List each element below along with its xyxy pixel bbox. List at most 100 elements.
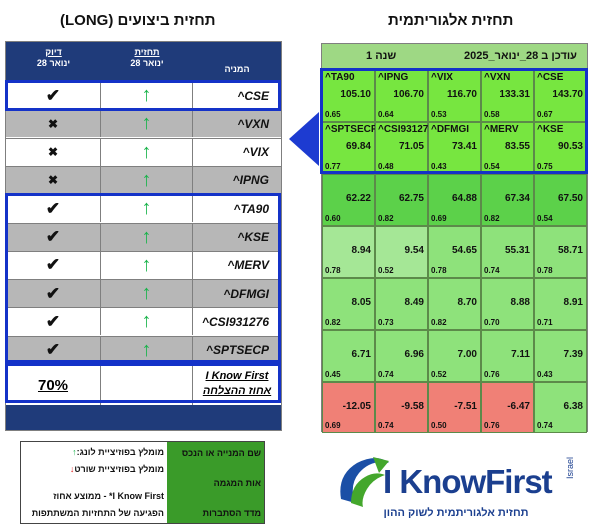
cell-probability: 0.69 bbox=[325, 421, 341, 430]
updated-label: עודכן ב 28_ינואר_2025 bbox=[464, 50, 577, 62]
check-icon: ✔ bbox=[6, 308, 101, 336]
cross-icon: ✖ bbox=[6, 166, 101, 194]
cell-probability: 0.74 bbox=[378, 370, 394, 379]
cell-ticker: ^CSI931276 bbox=[378, 124, 434, 135]
table-row: ✔ ↑ ^TA90 bbox=[6, 194, 281, 223]
grid-cell: 6.96 0.74 bbox=[375, 330, 428, 382]
up-arrow-icon: ↑ bbox=[101, 138, 193, 166]
table-row: ✖ ↑ ^VXN bbox=[6, 109, 281, 138]
horizon-label: 1 שנה bbox=[366, 50, 397, 62]
cell-signal: 90.53 bbox=[557, 141, 583, 152]
cross-icon: ✖ bbox=[6, 138, 101, 166]
cell-signal: -12.05 bbox=[342, 401, 371, 412]
cell-probability: 0.65 bbox=[325, 110, 341, 119]
grid-cell: -6.47 0.76 bbox=[481, 382, 534, 433]
cell-probability: 0.76 bbox=[484, 421, 500, 430]
up-arrow-icon: ↑ bbox=[101, 166, 193, 194]
cell-signal: 133.31 bbox=[499, 89, 530, 100]
cell-probability: 0.58 bbox=[484, 110, 500, 119]
grid-cell: 6.71 0.45 bbox=[322, 330, 375, 382]
legend-accuracy-note-1: I Know First* - ממוצע אחוז bbox=[53, 491, 164, 501]
grid-cell: 55.31 0.74 bbox=[481, 226, 534, 278]
legend-green-panel: שם המנייה או הנכס אות המגמה מדד הסתברות bbox=[167, 442, 264, 523]
cell-signal: 58.71 bbox=[557, 245, 583, 256]
grid-cell: 67.34 0.82 bbox=[481, 174, 534, 226]
grid-cell: 7.39 0.43 bbox=[534, 330, 587, 382]
cell-ticker: ^VXN bbox=[484, 72, 511, 83]
up-arrow-icon: ↑ bbox=[101, 223, 193, 251]
cell-probability: 0.73 bbox=[378, 318, 394, 327]
cell-signal: 6.71 bbox=[351, 349, 371, 360]
grid-cell: 62.22 0.60 bbox=[322, 174, 375, 226]
cell-signal: 83.55 bbox=[504, 141, 530, 152]
check-icon: ✔ bbox=[6, 195, 101, 223]
up-arrow-icon: ↑ bbox=[101, 336, 193, 364]
cell-signal: 71.05 bbox=[398, 141, 424, 152]
stock-header: המניה bbox=[224, 64, 250, 74]
logo-swirl-icon bbox=[340, 457, 389, 507]
cell-probability: 0.64 bbox=[378, 110, 394, 119]
cell-ticker: ^TA90 bbox=[325, 72, 355, 83]
stock-name: ^IPNG bbox=[232, 173, 269, 188]
grid-cell: 58.71 0.78 bbox=[534, 226, 587, 278]
cell-signal: 7.11 bbox=[511, 349, 530, 360]
check-icon: ✔ bbox=[6, 280, 101, 308]
cell-signal: 67.50 bbox=[557, 193, 583, 204]
up-arrow-icon: ↑ bbox=[101, 308, 193, 336]
grid-cell: ^CSE 143.70 0.67 bbox=[534, 70, 587, 122]
legend-probability: מדד הסתברות bbox=[202, 508, 261, 518]
grid-cell: 67.50 0.54 bbox=[534, 174, 587, 226]
up-arrow-icon: ↑ bbox=[101, 280, 193, 308]
logo-country: Israel bbox=[565, 456, 575, 479]
cell-probability: 0.71 bbox=[537, 318, 553, 327]
legend-short-arrow: ↓ bbox=[69, 464, 75, 474]
grid-cell: -7.51 0.50 bbox=[428, 382, 481, 433]
cell-probability: 0.45 bbox=[325, 370, 341, 379]
legend-accuracy-note-2: הפגיעה של התחזיות המשתתפות bbox=[31, 508, 164, 518]
cell-probability: 0.53 bbox=[431, 110, 447, 119]
cell-probability: 0.77 bbox=[325, 162, 341, 171]
i-know-first-logo: I KnowFirst Israel תחזית אלגוריתמית לשוק… bbox=[325, 449, 590, 525]
cell-signal: 7.00 bbox=[457, 349, 477, 360]
cell-signal: -7.51 bbox=[454, 401, 477, 412]
cell-probability: 0.60 bbox=[325, 214, 341, 223]
grid-cell: 64.88 0.69 bbox=[428, 174, 481, 226]
cell-probability: 0.54 bbox=[484, 162, 500, 171]
cell-signal: 8.70 bbox=[457, 297, 477, 308]
cell-probability: 0.74 bbox=[484, 266, 500, 275]
cell-signal: 55.31 bbox=[504, 245, 530, 256]
cell-signal: 105.10 bbox=[340, 89, 371, 100]
cell-probability: 0.69 bbox=[431, 214, 447, 223]
forecast-date: 28 ינואר bbox=[130, 58, 164, 68]
cell-probability: 0.67 bbox=[537, 110, 553, 119]
grid-cell: ^VXN 133.31 0.58 bbox=[481, 70, 534, 122]
cell-signal: -6.47 bbox=[507, 401, 530, 412]
grid-cell: 9.54 0.52 bbox=[375, 226, 428, 278]
cell-probability: 0.74 bbox=[537, 421, 553, 430]
table-row: ✔ ↑ ^SPTSECP bbox=[6, 335, 281, 364]
cell-probability: 0.82 bbox=[325, 318, 341, 327]
cell-signal: 67.34 bbox=[504, 193, 530, 204]
cell-ticker: ^DFMGI bbox=[431, 124, 470, 135]
cell-ticker: ^CSE bbox=[537, 72, 564, 83]
legend-long-arrow: ↑ bbox=[72, 447, 77, 457]
grid-cell: 8.70 0.82 bbox=[428, 278, 481, 330]
stock-name: ^CSI931276 bbox=[201, 314, 269, 329]
cell-ticker: ^MERV bbox=[484, 124, 519, 135]
grid-cell: ^VIX 116.70 0.53 bbox=[428, 70, 481, 122]
forecast-grid-header: 1 שנה עודכן ב 28_ינואר_2025 bbox=[322, 44, 587, 70]
accuracy-row: 70% I Know First אחוז ההצלחה bbox=[6, 364, 281, 406]
grid-cell: 62.75 0.82 bbox=[375, 174, 428, 226]
cell-probability: 0.78 bbox=[537, 266, 553, 275]
cell-probability: 0.82 bbox=[431, 318, 447, 327]
cell-signal: 6.96 bbox=[404, 349, 424, 360]
stock-name: ^DFMGI bbox=[223, 286, 269, 301]
grid-cell: ^CSI931276 71.05 0.48 bbox=[375, 122, 434, 174]
cell-probability: 0.43 bbox=[537, 370, 553, 379]
cell-probability: 0.78 bbox=[325, 266, 341, 275]
legend-stock-name: שם המנייה או הנכס bbox=[181, 448, 261, 458]
grid-cell: ^SPTSECP 69.84 0.77 bbox=[322, 122, 378, 174]
cell-signal: 62.22 bbox=[345, 193, 371, 204]
cell-signal: 62.75 bbox=[398, 193, 424, 204]
left-title: תחזית ביצועים (LONG) bbox=[60, 12, 216, 29]
